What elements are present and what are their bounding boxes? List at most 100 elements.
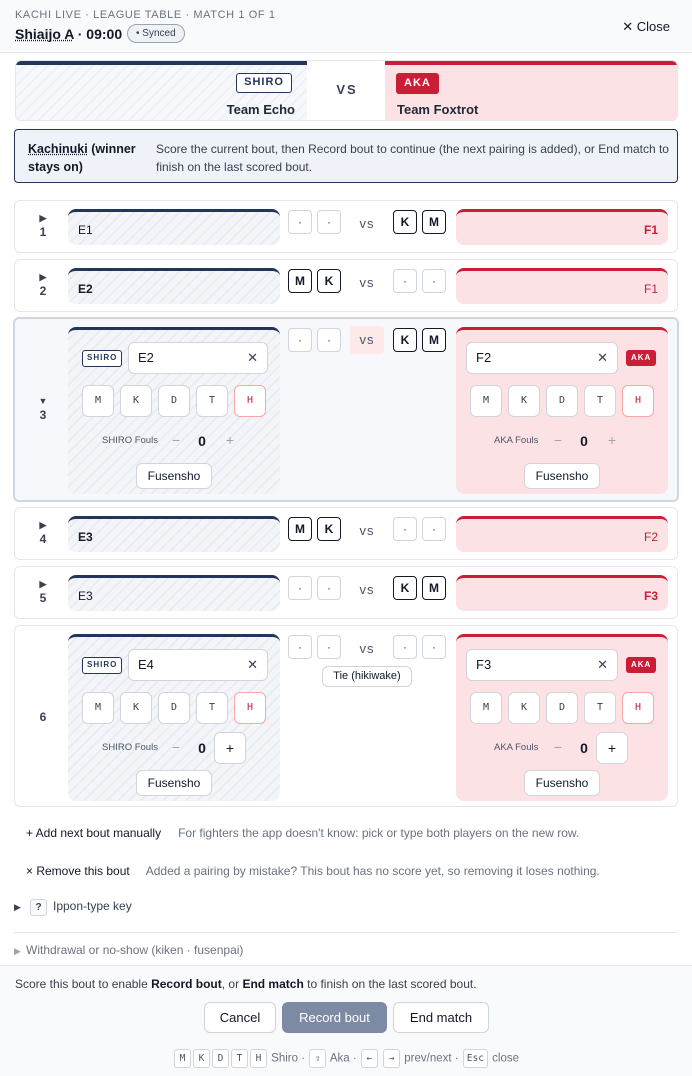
aka-do-button[interactable]: D xyxy=(546,692,578,724)
aka-score-slot: · xyxy=(393,269,417,293)
bout-toggle[interactable]: ▼ 3 xyxy=(15,394,71,422)
aka-fighter-plate[interactable]: F1 xyxy=(456,209,668,245)
remove-bout-button[interactable]: × Remove this bout xyxy=(26,864,130,878)
aka-fighter-name: F2 xyxy=(643,530,658,544)
aka-score-slot: · xyxy=(393,517,417,541)
aka-score-slot: · xyxy=(393,635,417,659)
record-bout-button[interactable]: Record bout xyxy=(282,1002,387,1033)
shiro-men-button[interactable]: M xyxy=(82,385,114,417)
add-bout-button[interactable]: + Add next bout manually xyxy=(26,826,162,840)
shiro-kote-button[interactable]: K xyxy=(120,692,152,724)
aka-kote-button[interactable]: K xyxy=(508,692,540,724)
aka-fighter-plate: F2 ✕ AKA M K D T H AKA Fouls − 0 + Fusens… xyxy=(456,327,668,494)
aka-badge: AKA xyxy=(626,657,657,673)
clear-icon[interactable]: ✕ xyxy=(597,657,608,672)
shiro-fighter-plate[interactable]: E3 xyxy=(68,516,280,552)
aka-fighter-plate[interactable]: F2 xyxy=(456,516,668,552)
cancel-button[interactable]: Cancel xyxy=(204,1002,276,1033)
shiro-score-slot: · xyxy=(288,210,312,234)
bout-row-current[interactable]: 6 SHIRO E4 ✕ M K D T H SHIRO Fouls − 0 + … xyxy=(14,625,678,807)
shortcut-label: prev/next · xyxy=(404,1052,459,1065)
shiro-foul-increment-button[interactable]: + xyxy=(225,432,235,448)
aka-foul-decrement-button[interactable]: − xyxy=(553,432,563,448)
aka-foul-increment-button[interactable]: + xyxy=(607,432,617,448)
shiro-foul-count: 0 xyxy=(198,433,206,449)
shiro-kote-button[interactable]: K xyxy=(120,385,152,417)
shortcut-key: D xyxy=(211,1049,229,1068)
shiro-foul-decrement-button[interactable]: − xyxy=(171,432,181,448)
aka-hansoku-button[interactable]: H xyxy=(622,385,654,417)
aka-team-name: Team Foxtrot xyxy=(397,102,479,117)
aka-score-slot: · xyxy=(422,269,446,293)
shiro-fighter-plate[interactable]: E3 xyxy=(68,575,280,611)
shiro-fighter-input[interactable]: E2 ✕ xyxy=(128,342,268,374)
shiro-foul-decrement-button[interactable]: − xyxy=(171,739,181,755)
close-button[interactable]: ✕ Close xyxy=(622,19,670,34)
help-icon: ? xyxy=(30,899,47,916)
bout-vs-label: vs xyxy=(359,523,375,538)
clear-icon[interactable]: ✕ xyxy=(247,350,258,365)
shiro-tsuki-button[interactable]: T xyxy=(196,385,228,417)
aka-fusensho-button[interactable]: Fusensho xyxy=(524,463,600,489)
shiro-foul-increment-button[interactable]: + xyxy=(214,732,246,764)
shiro-fighter-plate[interactable]: E2 xyxy=(68,268,280,304)
bout-row-active[interactable]: ▼ 3 SHIRO E2 ✕ M K D T H SHIRO Fouls − 0 +… xyxy=(13,317,679,502)
shiro-tsuki-button[interactable]: T xyxy=(196,692,228,724)
aka-score-slot: K xyxy=(393,210,417,234)
aka-tsuki-button[interactable]: T xyxy=(584,385,616,417)
aka-score-slot: K xyxy=(393,576,417,600)
aka-badge: AKA xyxy=(396,73,439,94)
aka-kote-button[interactable]: K xyxy=(508,385,540,417)
bout-vs-label: vs xyxy=(359,275,375,290)
bout-toggle[interactable]: ▶ 1 xyxy=(15,211,71,239)
shiro-fighter-input[interactable]: E4 ✕ xyxy=(128,649,268,681)
bout-toggle[interactable]: ▶ 2 xyxy=(15,270,71,298)
shiro-do-button[interactable]: D xyxy=(158,692,190,724)
aka-hansoku-button[interactable]: H xyxy=(622,692,654,724)
bout-row[interactable]: ▶ 5 E3 · · vs K M F3 xyxy=(14,566,678,619)
shiro-fusensho-button[interactable]: Fusensho xyxy=(136,770,212,796)
bout-number: 4 xyxy=(39,532,47,546)
collapse-arrow-icon: ▼ xyxy=(38,396,48,406)
hint-end-term: End match xyxy=(242,977,304,991)
shiro-fusensho-button[interactable]: Fusensho xyxy=(136,463,212,489)
shiro-fighter-plate[interactable]: E1 xyxy=(68,209,280,245)
shiro-hansoku-button[interactable]: H xyxy=(234,692,266,724)
aka-men-button[interactable]: M xyxy=(470,385,502,417)
aka-fusensho-button[interactable]: Fusensho xyxy=(524,770,600,796)
ippon-key-label: Ippon-type key xyxy=(53,899,132,913)
bout-row[interactable]: ▶ 4 E3 M K vs · · F2 xyxy=(14,507,678,560)
shortcut-key: T xyxy=(230,1049,248,1068)
bout-toggle[interactable]: ▶ 4 xyxy=(15,518,71,546)
ippon-key-toggle[interactable]: ▶? Ippon-type key xyxy=(14,899,678,916)
hint-record-term: Record bout xyxy=(151,977,222,991)
aka-fighter-plate[interactable]: F1 xyxy=(456,268,668,304)
aka-foul-increment-button[interactable]: + xyxy=(596,732,628,764)
tie-hikiwake-button[interactable]: Tie (hikiwake) xyxy=(322,666,412,687)
shiro-hansoku-button[interactable]: H xyxy=(234,385,266,417)
end-match-button[interactable]: End match xyxy=(393,1002,489,1033)
shiro-score-slot: K xyxy=(317,517,341,541)
withdrawal-label: Withdrawal or no-show (kiken · fusenpai) xyxy=(26,943,244,957)
aka-tsuki-button[interactable]: T xyxy=(584,692,616,724)
aka-fighter-plate[interactable]: F3 xyxy=(456,575,668,611)
shiro-men-button[interactable]: M xyxy=(82,692,114,724)
bout-row[interactable]: ▶ 1 E1 · · vs K M F1 xyxy=(14,200,678,253)
withdrawal-toggle[interactable]: ▶ Withdrawal or no-show (kiken · fusenpai… xyxy=(14,943,678,957)
shiro-fouls-label: SHIRO Fouls xyxy=(102,742,158,753)
shiro-do-button[interactable]: D xyxy=(158,385,190,417)
clear-icon[interactable]: ✕ xyxy=(247,657,258,672)
aka-foul-decrement-button[interactable]: − xyxy=(553,739,563,755)
bout-row[interactable]: ▶ 2 E2 M K vs · · F1 xyxy=(14,259,678,312)
aka-fighter-plate: F3 ✕ AKA M K D T H AKA Fouls − 0 + Fusens… xyxy=(456,634,668,801)
aka-men-button[interactable]: M xyxy=(470,692,502,724)
shiro-badge: SHIRO xyxy=(236,73,292,93)
aka-do-button[interactable]: D xyxy=(546,385,578,417)
aka-fighter-input[interactable]: F2 ✕ xyxy=(466,342,618,374)
shiro-badge: SHIRO xyxy=(82,350,123,367)
bout-toggle[interactable]: ▶ 5 xyxy=(15,577,71,605)
shiro-team-panel: SHIRO Team Echo xyxy=(16,61,307,120)
clear-icon[interactable]: ✕ xyxy=(597,350,608,365)
aka-fighter-input[interactable]: F3 ✕ xyxy=(466,649,618,681)
